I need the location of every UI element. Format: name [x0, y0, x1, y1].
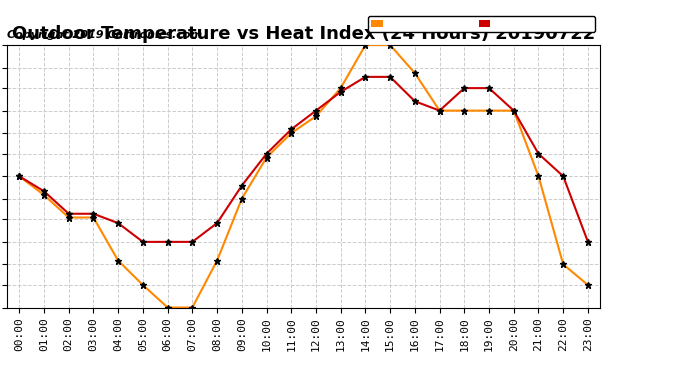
Legend: Heat Index (°F), Temperature (°F): Heat Index (°F), Temperature (°F) — [368, 16, 595, 32]
Title: Outdoor Temperature vs Heat Index (24 Hours) 20190722: Outdoor Temperature vs Heat Index (24 Ho… — [12, 26, 595, 44]
Text: Copyright 2019 Cartronics.com: Copyright 2019 Cartronics.com — [7, 30, 202, 40]
